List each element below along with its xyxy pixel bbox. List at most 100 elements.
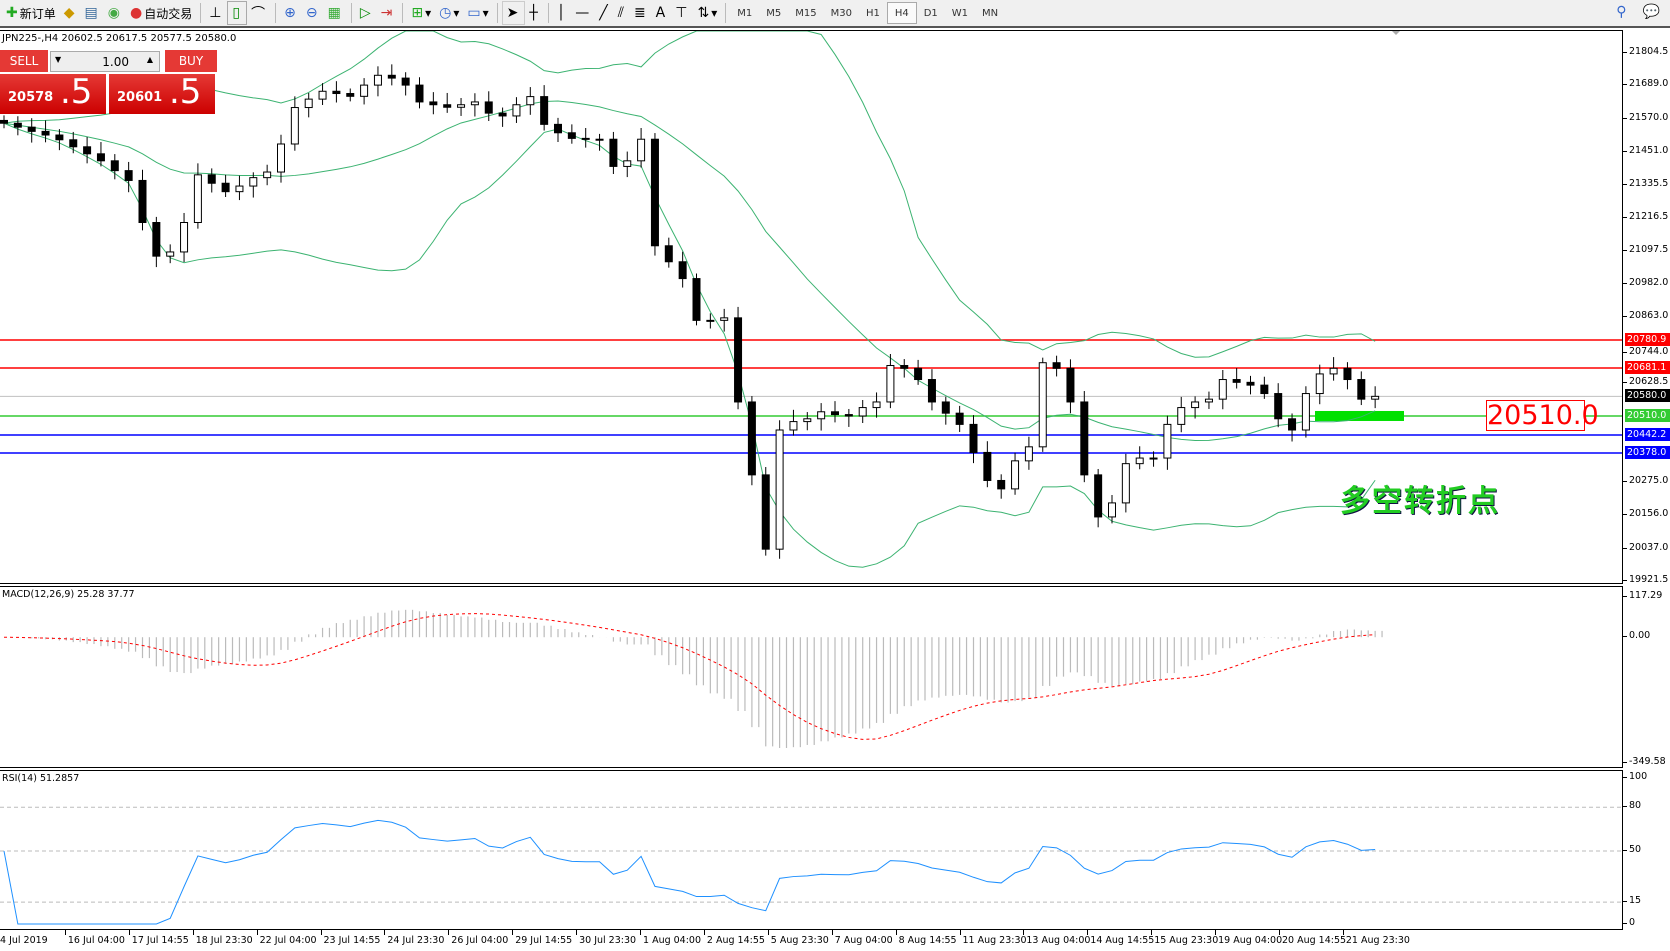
candle-bull: [166, 251, 175, 257]
candle-bear: [1232, 379, 1241, 383]
ask-pips: .5: [169, 72, 202, 112]
text-icon: A: [655, 5, 666, 21]
rsi-tick: 100: [1622, 771, 1648, 782]
time-tick: 4 Jul 2019: [0, 935, 48, 946]
candlestick-button[interactable]: ▯: [227, 1, 248, 25]
time-tick: 30 Jul 23:30: [576, 930, 637, 946]
auto-trading-icon: ●: [129, 5, 143, 21]
bollinger-lower: [3, 122, 1376, 568]
timeframe-d1[interactable]: D1: [923, 7, 938, 19]
timeframe-h4[interactable]: H4: [886, 2, 917, 24]
rsi-tick: 80: [1622, 800, 1642, 812]
candle-bear: [554, 123, 562, 134]
candle-bull: [1011, 460, 1020, 490]
auto-trading-button[interactable]: ● 自动交易: [126, 1, 196, 25]
price-chart[interactable]: [0, 30, 1623, 584]
cursor-icon: ➤: [506, 5, 519, 21]
candle-bear: [1052, 362, 1061, 369]
price-tick: 20275.0: [1622, 474, 1669, 486]
price-tick: 21335.5: [1622, 177, 1669, 189]
time-tick: 20 Aug 14:55: [1278, 930, 1347, 946]
candle-bear: [83, 146, 92, 155]
timeframe-m5[interactable]: M5: [766, 7, 782, 19]
periods-button[interactable]: ◷ ▾: [439, 5, 460, 21]
candle-bear: [152, 222, 161, 257]
candle-bull: [817, 411, 826, 420]
vertical-line-button[interactable]: │: [553, 1, 571, 25]
bid-pips: .5: [60, 72, 93, 112]
candle-bear: [1080, 401, 1089, 476]
cursor-button[interactable]: ➤: [501, 1, 526, 25]
lot-increase-icon[interactable]: ▲: [146, 55, 153, 64]
zoom-in-button[interactable]: ⊕: [280, 1, 302, 25]
price-tick: 20037.0: [1622, 541, 1669, 553]
candle-bull: [457, 104, 466, 108]
candle-bear: [0, 119, 8, 124]
candle-bear: [124, 170, 133, 181]
buy-price[interactable]: 20601 .5: [109, 72, 215, 114]
timeframe-m15[interactable]: M15: [795, 7, 817, 19]
plus-icon: ✚: [6, 5, 18, 21]
candle-bull: [318, 90, 327, 100]
zoom-out-button[interactable]: ⊖: [302, 1, 324, 25]
vertical-line-icon: │: [556, 5, 566, 21]
candle-bear: [55, 134, 64, 141]
crosshair-icon: ┼: [529, 5, 538, 21]
text-label-button[interactable]: ⊤: [671, 1, 693, 25]
candle-bear: [955, 412, 964, 425]
line-chart-button[interactable]: ⌒: [247, 1, 271, 25]
lot-decrease-icon[interactable]: ▼: [55, 55, 62, 64]
candle-bull: [623, 160, 632, 167]
bollinger-upper: [3, 31, 1376, 358]
sell-price[interactable]: 20578 .5: [0, 72, 106, 114]
chart-shift-button[interactable]: ⇥: [377, 1, 399, 25]
price-tick: 20863.0: [1622, 310, 1669, 321]
candle-bull: [373, 74, 382, 86]
candle-bull: [1204, 398, 1213, 403]
market-watch-button[interactable]: ◆: [60, 1, 81, 25]
horizontal-line-button[interactable]: —: [571, 1, 595, 25]
tile-windows-button[interactable]: ▦: [324, 1, 347, 25]
auto-scroll-button[interactable]: ▷: [356, 1, 377, 25]
candle-bear: [941, 401, 950, 414]
macd-panel[interactable]: MACD(12,26,9) 25.28 37.77: [0, 586, 1623, 768]
channel-button[interactable]: ⫽: [614, 1, 630, 25]
candlestick-icon: ▯: [232, 5, 241, 21]
candle-bull: [858, 407, 867, 417]
price-tag: 20780.9: [1625, 333, 1670, 347]
signals-button[interactable]: ◉: [104, 1, 126, 25]
bar-chart-icon: ⊥: [209, 5, 222, 21]
new-order-button[interactable]: ✚ 新订单: [2, 1, 60, 25]
price-tick: 20982.0: [1622, 276, 1669, 288]
timeframe-m30[interactable]: M30: [830, 7, 852, 19]
indicators-button[interactable]: ⊞ ▾: [411, 5, 432, 21]
timeframe-h1[interactable]: H1: [865, 7, 880, 19]
time-axis[interactable]: 4 Jul 2019 16 Jul 04:00 17 Jul 14:55 18 Jul…: [0, 930, 1623, 951]
time-tick: 14 Aug 14:55: [1087, 930, 1155, 946]
lot-size-input[interactable]: ▼ 1.00 ▲: [50, 51, 160, 72]
trendline-button[interactable]: ╱: [595, 1, 613, 25]
bar-chart-button[interactable]: ⊥: [205, 1, 227, 25]
timeframe-m1[interactable]: M1: [737, 7, 753, 19]
timeframe-mn[interactable]: MN: [982, 7, 999, 19]
candle-bear: [1246, 381, 1255, 386]
navigator-button[interactable]: ▤: [81, 1, 104, 25]
rsi-panel[interactable]: RSI(14) 51.2857: [0, 770, 1623, 930]
ask-main: 20601: [117, 90, 163, 105]
crosshair-button[interactable]: ┼: [525, 1, 543, 25]
sell-button[interactable]: SELL: [0, 50, 48, 72]
arrows-button[interactable]: ⇅ ▾: [697, 5, 718, 21]
text-button[interactable]: A: [652, 1, 672, 25]
fibonacci-button[interactable]: ≣: [630, 1, 652, 25]
price-tick: 21216.5: [1622, 210, 1669, 222]
search-icon[interactable]: ⚲: [1616, 4, 1627, 20]
price-axis[interactable]: 20780.9 20681.1 20580.0 20510.0 20442.2 20378…: [1622, 28, 1670, 930]
reversal-point-text[interactable]: 多空转折点: [1340, 484, 1500, 519]
timeframe-w1[interactable]: W1: [951, 7, 969, 19]
price-tick: 21451.0: [1622, 145, 1669, 157]
chat-icon[interactable]: 💬: [1642, 4, 1660, 20]
buy-button[interactable]: BUY: [165, 50, 217, 72]
price-annotation-label[interactable]: 20510.0: [1486, 400, 1599, 431]
candle-bull: [512, 104, 521, 117]
templates-button[interactable]: ▭ ▾: [467, 5, 489, 21]
